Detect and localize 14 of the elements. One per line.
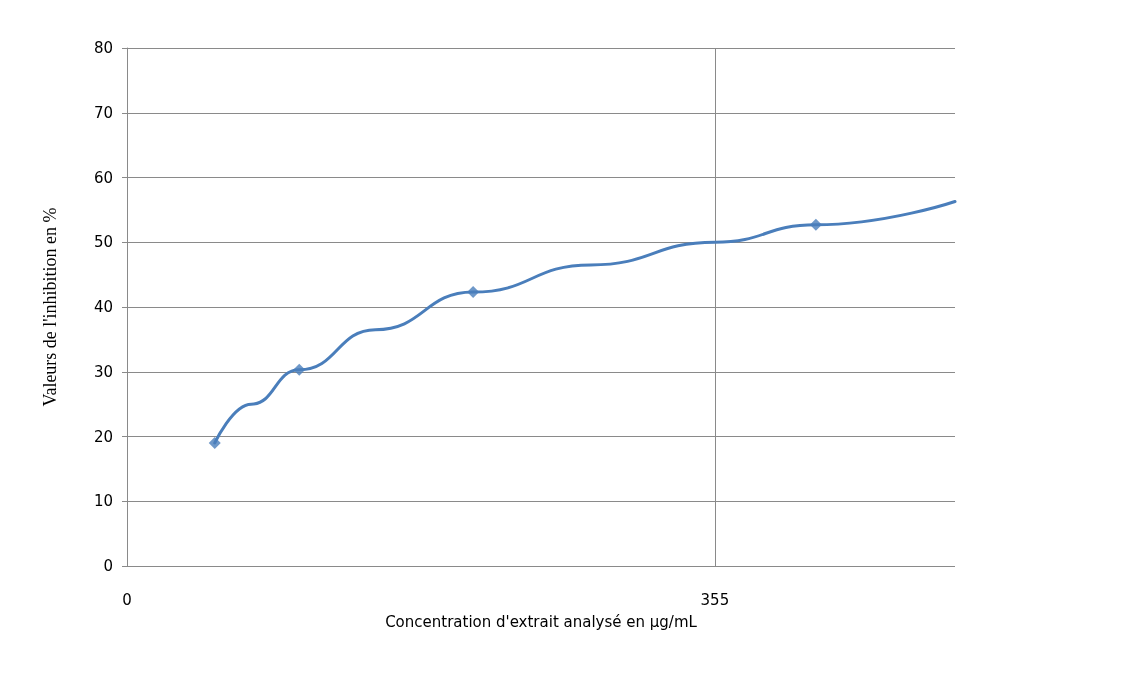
y-tick-label: 20 <box>93 427 113 446</box>
y-tick-label: 80 <box>93 39 113 57</box>
y-tick-label: 0 <box>103 557 113 575</box>
y-tick-label: 40 <box>93 298 113 316</box>
y-tick-label: 60 <box>93 168 113 187</box>
y-tick-label: 50 <box>93 233 113 252</box>
y-tick-label: 30 <box>93 362 113 381</box>
point <box>293 363 306 376</box>
x-tick-label: 355 <box>700 590 730 609</box>
y-axis-title: Valeurs de l'inhibition en % <box>40 207 60 407</box>
y-tick-label: 70 <box>93 103 113 122</box>
y-tick-label: 10 <box>93 492 113 511</box>
point <box>208 436 221 449</box>
x-axis-title: Concentration d'extrait analysé en µg/mL <box>385 612 698 631</box>
